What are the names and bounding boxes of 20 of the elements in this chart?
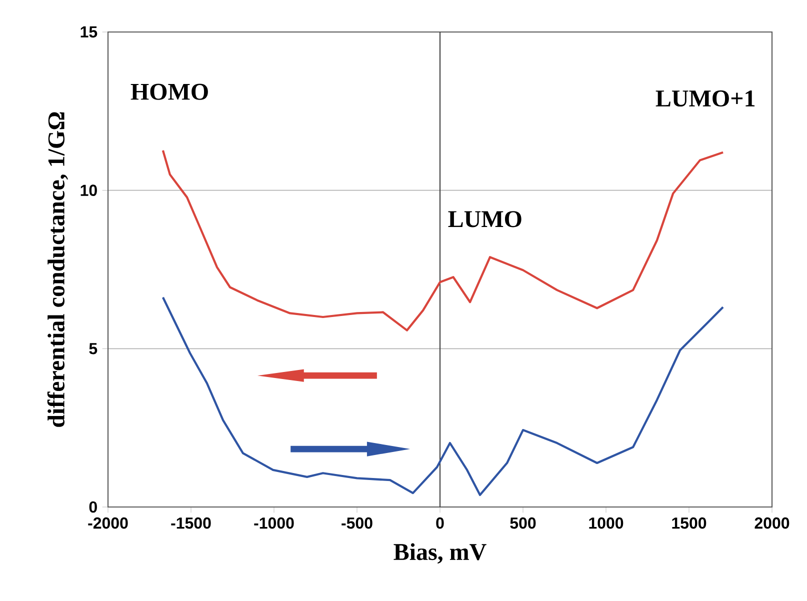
y-tick-label: 15 [80, 26, 98, 38]
x-tick-label: -1000 [254, 517, 294, 529]
x-tick-label: 1500 [672, 517, 706, 529]
x-axis-title: Bias, mV [394, 543, 486, 564]
line-series [162, 296, 724, 496]
line-series [162, 149, 724, 332]
x-tick-label: 0 [436, 517, 444, 529]
annotation: HOMO [130, 84, 208, 100]
x-tick-label: -1500 [171, 517, 211, 529]
x-tick-label: 1000 [589, 517, 624, 529]
y-axis-title: differential conductance, 1/GΩ [47, 112, 68, 427]
x-tick-label: -500 [342, 517, 372, 529]
y-tick-label: 5 [89, 343, 98, 354]
annotation: LUMO [448, 211, 522, 228]
x-tick-label: 500 [510, 517, 536, 529]
x-tick-label: 2000 [754, 517, 790, 529]
y-tick-label: 0 [89, 501, 97, 513]
x-tick-label: -2000 [88, 517, 128, 529]
annotation: LUMO+1 [656, 90, 755, 107]
y-tick-label: 10 [80, 184, 97, 196]
